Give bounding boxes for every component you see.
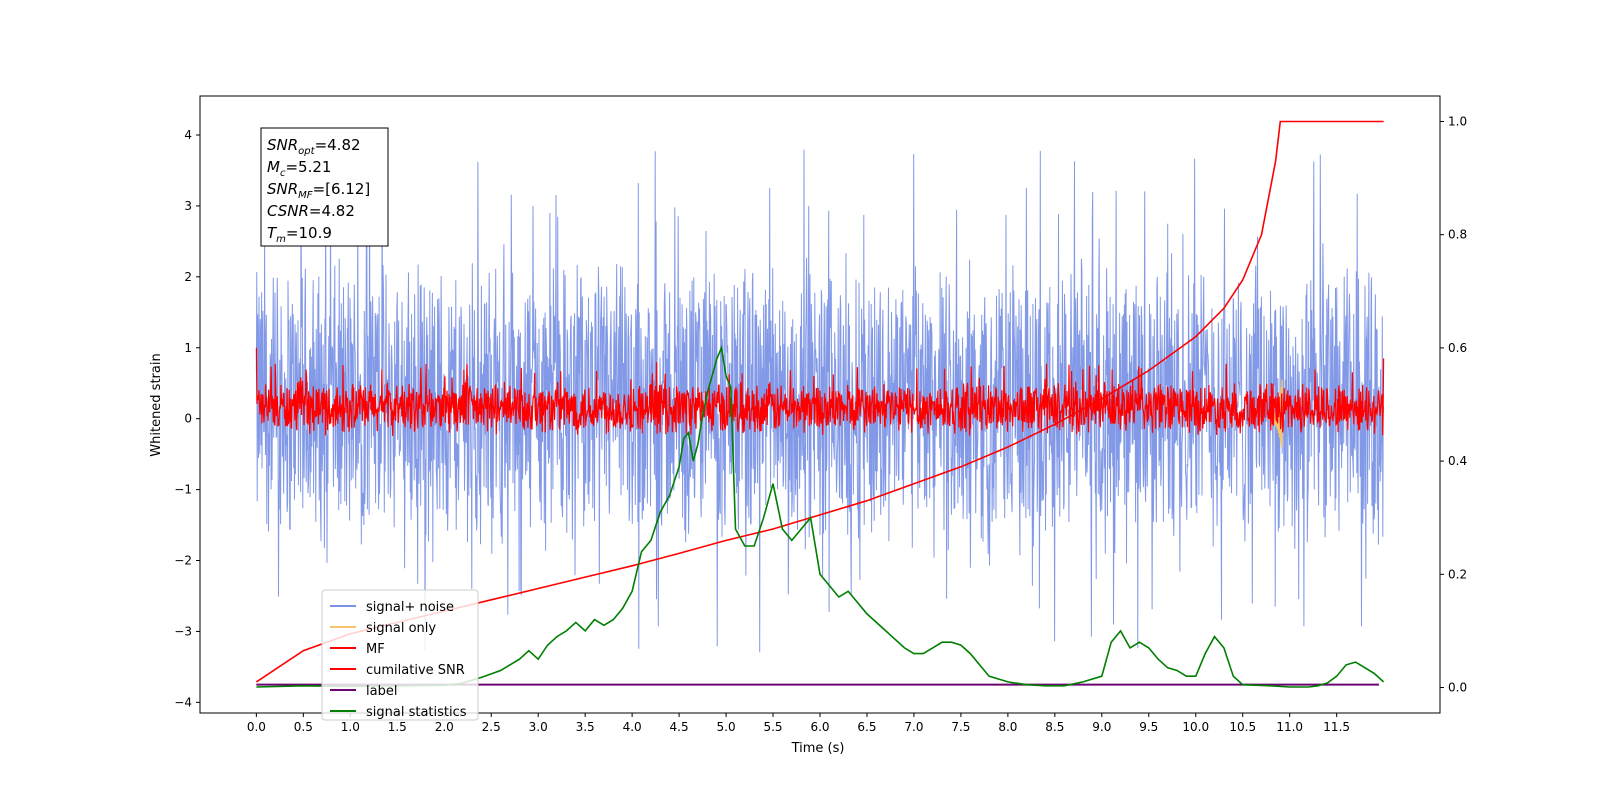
legend-label: signal only: [366, 621, 436, 636]
x-tick-label: 0.0: [247, 720, 266, 734]
annotation-line: SNRopt=4.82: [267, 136, 361, 157]
x-tick-label: 5.0: [717, 720, 736, 734]
x-tick-label: 8.0: [998, 720, 1017, 734]
x-tick-label: 0.5: [294, 720, 313, 734]
x-tick-label: 11.0: [1276, 720, 1303, 734]
annotation-line: Mc=5.21: [267, 158, 331, 179]
x-tick-label: 3.5: [576, 720, 595, 734]
legend-label: signal statistics: [366, 705, 467, 720]
x-tick-label: 1.0: [341, 720, 360, 734]
legend-label: label: [366, 684, 397, 699]
y-tick-label-left: −4: [174, 695, 192, 709]
x-tick-label: 2.5: [482, 720, 501, 734]
annotation-line: Tm=10.9: [267, 224, 332, 245]
x-tick-label: 4.5: [670, 720, 689, 734]
x-tick-label: 7.5: [951, 720, 970, 734]
y-axis-left: 4 3 2 1 0 −1 −2 −3 −4: [174, 128, 200, 709]
y-axis-right: 1.0 0.8 0.6 0.4 0.2 0.0: [1440, 114, 1467, 695]
legend-label: signal+ noise: [366, 600, 454, 615]
x-tick-label: 11.5: [1323, 720, 1350, 734]
x-tick-label: 9.5: [1139, 720, 1158, 734]
y-tick-label-left: 0: [184, 412, 192, 426]
x-tick-label: 5.5: [763, 720, 782, 734]
annotation-line: SNRMF=[6.12]: [267, 180, 370, 201]
x-tick-label: 2.0: [435, 720, 454, 734]
y-tick-label-left: 4: [184, 128, 192, 142]
mf-line: [255, 347, 1385, 437]
x-tick-label: 9.0: [1092, 720, 1111, 734]
y-tick-label-left: −2: [174, 554, 192, 568]
x-tick-label: 10.0: [1182, 720, 1209, 734]
y-tick-label-right: 0.8: [1448, 228, 1467, 242]
x-tick-label: 7.0: [904, 720, 923, 734]
legend-label: MF: [366, 642, 385, 657]
x-tick-label: 4.0: [623, 720, 642, 734]
y-tick-label-left: 1: [184, 341, 192, 355]
x-tick-label: 6.0: [810, 720, 829, 734]
x-tick-label: 1.5: [388, 720, 407, 734]
x-axis-label: Time (s): [791, 741, 845, 756]
x-tick-label: 3.0: [529, 720, 548, 734]
legend-label: cumilative SNR: [366, 663, 465, 678]
y-tick-label-left: −1: [174, 483, 192, 497]
y-tick-label-right: 0.4: [1448, 454, 1467, 468]
y-tick-label-right: 1.0: [1448, 114, 1467, 128]
y-tick-label-right: 0.0: [1448, 681, 1467, 695]
signal-statistics-line: [256, 345, 1385, 688]
x-tick-label: 10.5: [1229, 720, 1256, 734]
y-tick-label-left: −3: [174, 624, 192, 638]
x-axis: 0.0 0.5 1.0 1.5 2.0 2.5 3.0 3.5 4.0 4.5 5.0 5.5 6.0 6…: [247, 713, 1350, 734]
legend: signal+ noise signal only MF cumilative SNR…: [321, 589, 479, 721]
y-axis-label: Whitened strain: [149, 353, 164, 456]
y-tick-label-left: 3: [184, 199, 192, 213]
legend-entries: signal+ noise signal only MF cumilative SNR…: [330, 600, 467, 720]
x-tick-label: 6.5: [857, 720, 876, 734]
annotation-line: CSNR=4.82: [267, 202, 355, 220]
y-tick-label-right: 0.6: [1448, 341, 1467, 355]
y-tick-label-left: 2: [184, 270, 192, 284]
y-tick-label-right: 0.2: [1448, 567, 1467, 581]
x-tick-label: 8.5: [1045, 720, 1064, 734]
